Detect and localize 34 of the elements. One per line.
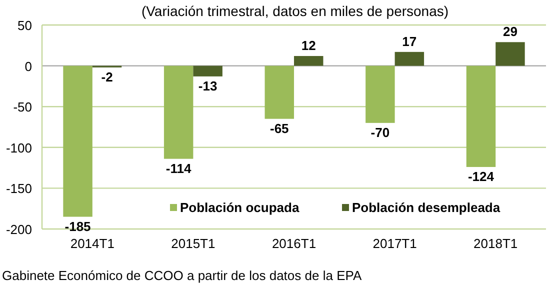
y-tick-label: -100: [6, 140, 32, 156]
x-tick-label: 2014T1: [70, 236, 114, 251]
data-label: 12: [301, 38, 316, 54]
legend-label: Población desempleada: [352, 200, 501, 215]
bar: [63, 66, 92, 217]
data-label: -65: [270, 120, 289, 136]
bar: [366, 66, 395, 123]
text: Gabinete Económico de CCOO a partir de los datos de la EPA: [2, 268, 362, 283]
bar: [294, 56, 324, 66]
x-tick-label: 2016T1: [272, 236, 316, 251]
data-label: -124: [468, 168, 495, 184]
data-label: 17: [402, 34, 417, 49]
data-label: -2: [101, 69, 113, 84]
data-label: -185: [64, 218, 91, 234]
bar: [466, 66, 496, 167]
bar: [496, 42, 525, 66]
data-label: -114: [166, 160, 192, 176]
bar: [264, 66, 294, 119]
data-label: -13: [198, 78, 218, 94]
data-label: 29: [502, 24, 518, 40]
y-tick-label: -150: [6, 181, 32, 196]
chart-title: (Variación trimestral, datos en miles de personas): [141, 3, 449, 19]
y-tick-label: 50: [18, 18, 32, 33]
data-label: -70: [370, 124, 390, 140]
y-tick-label: 0: [24, 58, 32, 74]
x-tick-label: 2017T1: [372, 236, 417, 251]
bar: [164, 66, 194, 159]
x-tick-label: 2018T1: [474, 236, 518, 251]
y-tick-label: -200: [6, 222, 32, 237]
x-tick-label: 2015T1: [171, 236, 216, 251]
bar: [394, 52, 424, 66]
bar: [193, 66, 222, 76]
legend-label: Población ocupada: [180, 200, 300, 215]
y-tick-label: -50: [13, 100, 32, 115]
